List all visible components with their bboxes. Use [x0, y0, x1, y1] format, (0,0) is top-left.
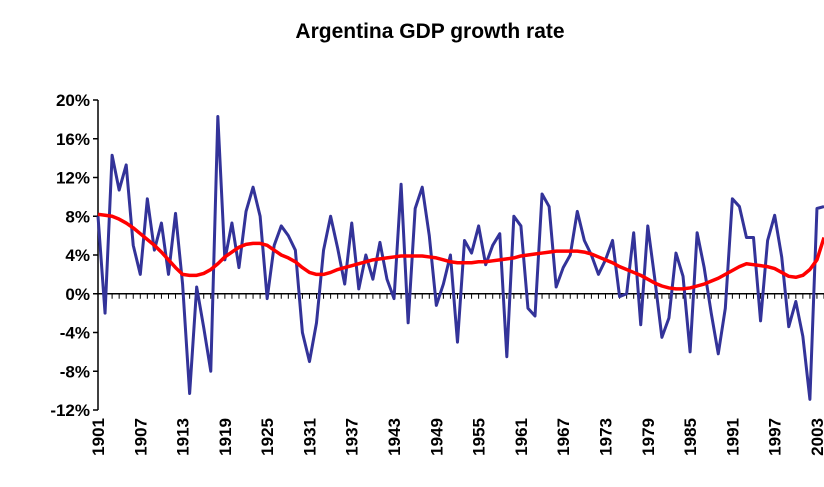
series-line: [97, 212, 824, 291]
x-tick-label: 1991: [723, 418, 742, 456]
chart-title: Argentina GDP growth rate: [295, 20, 564, 43]
y-tick-label: -12%: [50, 401, 90, 420]
x-tick-label: 1931: [300, 418, 319, 456]
x-tick-label: 1979: [639, 418, 658, 456]
x-tick-label: 1955: [470, 418, 489, 456]
x-tick-label: 1937: [343, 418, 362, 456]
x-tick-label: 1985: [681, 418, 700, 456]
x-tick-label: 1961: [512, 418, 531, 456]
x-tick-label: 1901: [89, 418, 108, 456]
y-tick-label: 20%: [56, 91, 90, 110]
x-tick-label: 1997: [766, 418, 785, 456]
x-tick-label: 1949: [427, 418, 446, 456]
x-tick-label: 1919: [216, 418, 235, 456]
x-tick-label: 1907: [131, 418, 150, 456]
y-tick-label: 0%: [65, 285, 90, 304]
x-tick-label: 1913: [174, 418, 193, 456]
y-tick-label: -8%: [60, 362, 90, 381]
x-tick-label: 1967: [554, 418, 573, 456]
x-tick-label: 2003: [808, 418, 824, 456]
y-tick-label: 16%: [56, 130, 90, 149]
series-line: [96, 114, 824, 401]
x-tick-label: 1973: [596, 418, 615, 456]
x-tick-label: 1925: [258, 418, 277, 456]
y-tick-label: 4%: [65, 246, 90, 265]
y-tick-label: 8%: [65, 207, 90, 226]
y-tick-label: 12%: [56, 169, 90, 188]
y-tick-label: -4%: [60, 324, 90, 343]
x-tick-label: 1943: [385, 418, 404, 456]
